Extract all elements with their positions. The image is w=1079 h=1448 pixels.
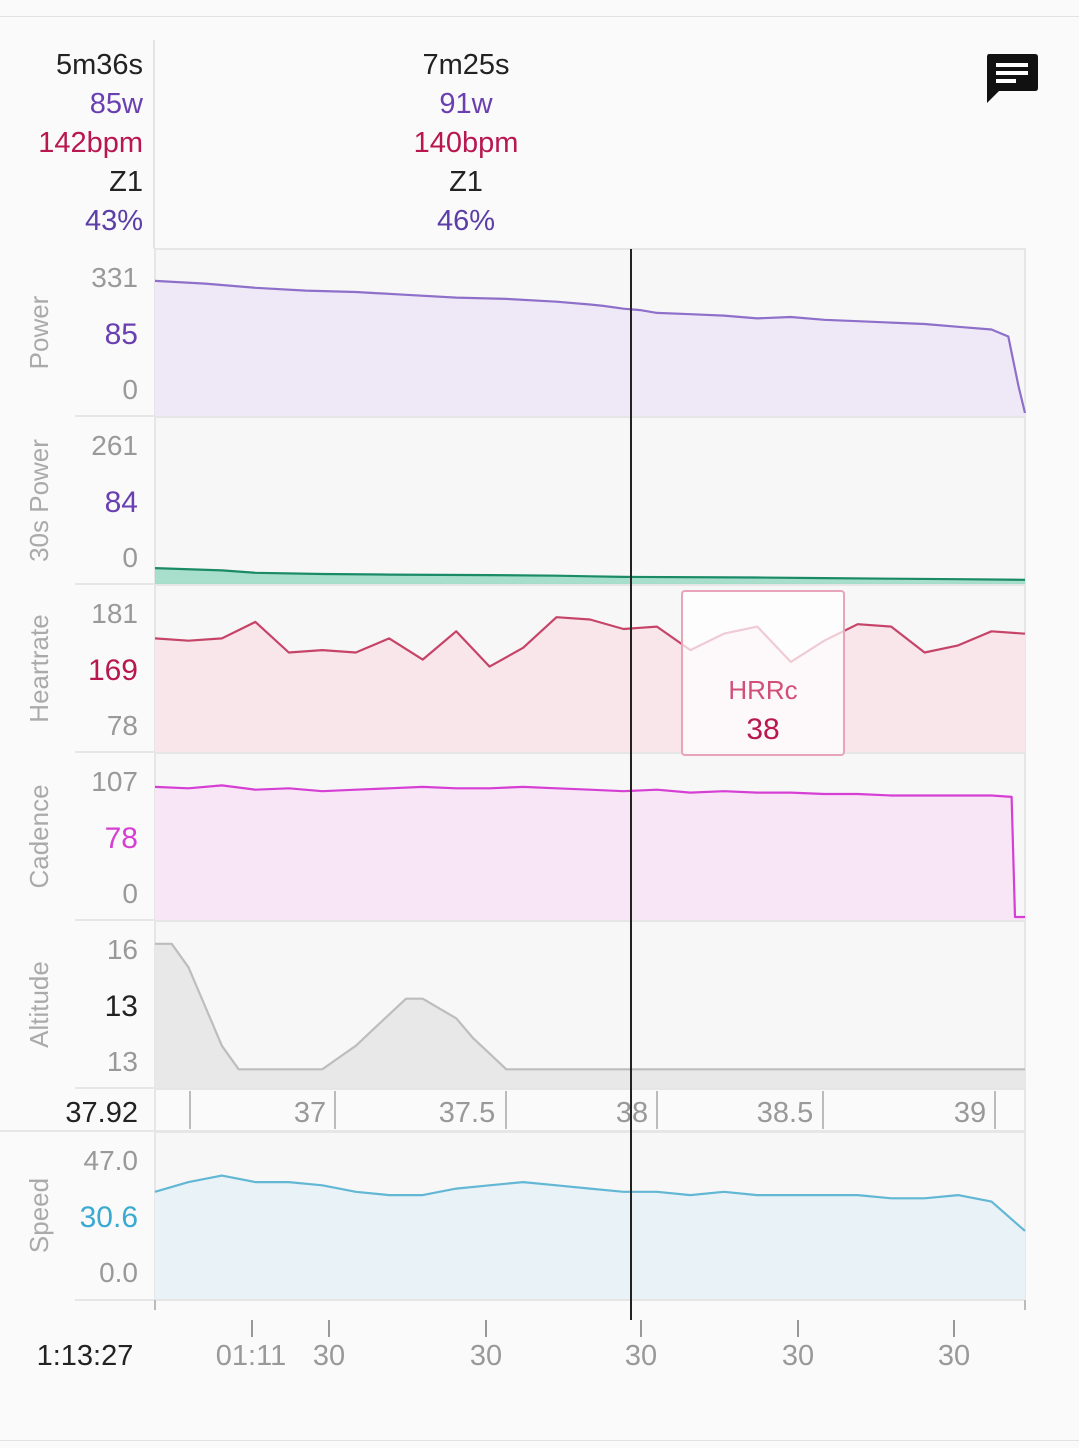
hrrc-label: HRRc (728, 675, 797, 705)
series-area-power (155, 280, 1025, 416)
y-tick-current: 169 (88, 654, 138, 687)
distance-tick-label: 39 (954, 1097, 986, 1129)
time-tick-label: 30 (938, 1340, 970, 1372)
stat-mid-hr: 140bpm (413, 127, 519, 159)
hrrc-box (681, 590, 845, 756)
series-line-hr (154, 616, 1026, 668)
y-tick-min: 0 (122, 878, 138, 909)
stat-mid-time: 7m25s (422, 49, 510, 81)
stats-mid: 7m25s 91w 140bpm Z1 46% (386, 46, 546, 241)
series-line-speed (154, 1174, 1026, 1232)
distance-tick-label: 38.5 (757, 1097, 813, 1129)
stat-mid-pct: 46% (436, 205, 496, 237)
y-tick-current: 84 (105, 486, 138, 519)
axis-label-cadence: Cadence (24, 784, 54, 888)
y-tick-max: 261 (91, 430, 138, 461)
axis-label-speed: Speed (24, 1178, 54, 1253)
series-area-cadence (155, 785, 1025, 920)
time-tick-label: 30 (470, 1340, 502, 1372)
stat-mid-power: 91w (439, 88, 493, 120)
panel-frame (154, 416, 1026, 585)
stats-left: 5m36s 85w 142bpm Z1 43% (10, 46, 143, 241)
stat-left-zone: Z1 (109, 166, 143, 198)
axis-label-hr: Heartrate (24, 614, 54, 722)
series-line-power (154, 279, 1027, 414)
y-tick-current: 30.6 (80, 1201, 138, 1234)
axis-label-power30: 30s Power (24, 439, 54, 562)
series-line-altitude (155, 942, 1025, 1071)
stat-left-hr: 142bpm (38, 127, 143, 159)
time-cursor-value: 1:13:27 (37, 1340, 134, 1372)
y-tick-min: 0.0 (99, 1257, 138, 1288)
series-area-speed (155, 1175, 1025, 1299)
distance-tick-label: 37 (294, 1097, 326, 1129)
y-tick-min: 78 (107, 710, 138, 741)
y-tick-min: 13 (107, 1046, 138, 1077)
series-line-cadence (154, 784, 1025, 919)
distance-cursor-value: 37.92 (65, 1097, 138, 1129)
chat-message-icon[interactable] (985, 52, 1039, 104)
time-tick-label: 01:11 (216, 1340, 286, 1372)
distance-axis-frame (154, 1088, 1026, 1132)
distance-tick-label: 37.5 (439, 1097, 495, 1129)
y-tick-min: 0 (122, 374, 138, 405)
top-divider (0, 16, 1079, 17)
y-tick-max: 16 (107, 934, 138, 965)
time-tick-label: 30 (625, 1340, 657, 1372)
time-tick-label: 30 (313, 1340, 345, 1372)
y-tick-max: 47.0 (84, 1145, 139, 1176)
axis-label-power: Power (24, 295, 54, 369)
hrrc-value: 38 (746, 713, 779, 746)
y-tick-max: 331 (91, 262, 138, 293)
y-tick-min: 0 (122, 542, 138, 573)
y-tick-max: 107 (91, 766, 138, 797)
y-tick-current: 78 (105, 822, 138, 855)
time-tick-label: 30 (782, 1340, 814, 1372)
stat-left-pct: 43% (84, 205, 143, 237)
y-tick-max: 181 (91, 598, 138, 629)
stat-mid-zone: Z1 (449, 166, 483, 198)
series-area-power30 (155, 568, 1025, 584)
stat-left-power: 85w (89, 88, 143, 120)
stat-left-time: 5m36s (55, 49, 143, 81)
series-line-power30 (154, 567, 1026, 581)
panel-frame (154, 920, 1026, 1089)
bottom-divider (0, 1440, 1079, 1441)
y-tick-current: 85 (105, 318, 138, 351)
axis-label-altitude: Altitude (24, 961, 54, 1048)
series-area-altitude (155, 943, 1025, 1088)
y-tick-current: 13 (105, 990, 138, 1023)
